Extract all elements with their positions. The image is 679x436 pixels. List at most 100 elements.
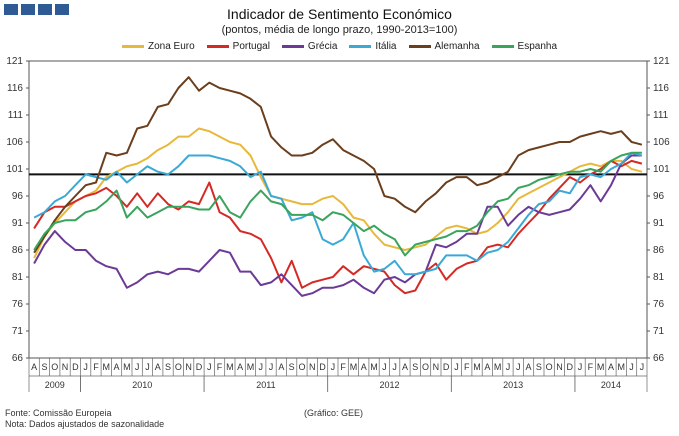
month-label: J	[629, 362, 634, 372]
month-label: S	[165, 362, 171, 372]
month-label: O	[298, 362, 305, 372]
logo-square	[38, 4, 52, 15]
series-line	[33, 159, 643, 295]
year-label: 2011	[256, 380, 275, 390]
y-tick-label-left: 121	[6, 56, 23, 67]
month-label: A	[608, 362, 614, 372]
legend-swatch	[121, 45, 144, 48]
legend-swatch	[408, 45, 431, 48]
logo-square	[55, 4, 69, 15]
month-label: F	[93, 362, 99, 372]
y-tick-label-right: 91	[653, 218, 665, 229]
legend-label: Grécia	[307, 41, 338, 52]
month-label: J	[392, 362, 397, 372]
month-label: A	[31, 362, 37, 372]
plot-frame	[28, 60, 648, 359]
y-tick-label-right: 86	[653, 245, 665, 256]
month-label: S	[412, 362, 418, 372]
legend-entry: Portugal	[206, 41, 270, 52]
y-tick-label-right: 106	[653, 137, 670, 148]
month-label: O	[175, 362, 182, 372]
month-label: N	[309, 362, 316, 372]
legend: Zona Euro Portugal Grécia Itália Alemanha Esp…	[0, 41, 679, 52]
y-tick-label-left: 66	[12, 353, 24, 364]
month-label: J	[145, 362, 150, 372]
chart-subtitle: (pontos, média de longo prazo, 1990-2013…	[221, 24, 458, 36]
month-label: D	[72, 362, 79, 372]
month-label: N	[62, 362, 69, 372]
y-tick-label-right: 81	[653, 272, 665, 283]
month-label: A	[237, 362, 243, 372]
legend-swatch	[281, 45, 304, 48]
month-label: M	[350, 362, 358, 372]
month-label: J	[83, 362, 88, 372]
y-tick-label-left: 101	[6, 164, 23, 175]
y-tick-label-right: 96	[653, 191, 665, 202]
month-label: D	[319, 362, 326, 372]
month-label: J	[331, 362, 336, 372]
y-tick-label-right: 71	[653, 326, 665, 337]
logo-square	[21, 4, 35, 15]
month-label: M	[370, 362, 378, 372]
month-label: O	[422, 362, 429, 372]
legend-label: Itália	[375, 41, 397, 52]
y-tick-label-left: 91	[12, 218, 24, 229]
month-label: D	[567, 362, 574, 372]
month-label: M	[473, 362, 481, 372]
year-label: 2014	[601, 380, 621, 390]
month-label: O	[546, 362, 553, 372]
logo-square	[4, 4, 18, 15]
y-tick-label-right: 101	[653, 164, 670, 175]
legend-entry: Zona Euro	[121, 41, 195, 52]
month-label: M	[103, 362, 111, 372]
month-label: J	[135, 362, 140, 372]
month-label: S	[41, 362, 47, 372]
month-label: A	[402, 362, 408, 372]
y-tick-label-left: 116	[7, 83, 23, 94]
y-tick-label-right: 76	[653, 299, 665, 310]
month-label: M	[618, 362, 626, 372]
month-label: M	[494, 362, 502, 372]
y-tick-label-left: 81	[12, 272, 24, 283]
month-label: F	[464, 362, 470, 372]
y-tick-label-right: 111	[653, 110, 669, 121]
month-label: J	[506, 362, 511, 372]
y-tick-label-left: 76	[12, 299, 24, 310]
month-label: A	[484, 362, 490, 372]
month-label: A	[526, 362, 532, 372]
chart-credit: (Gráfico: GEE)	[304, 408, 364, 418]
year-label: 2012	[379, 380, 399, 390]
month-label: N	[185, 362, 192, 372]
year-label: 2010	[132, 380, 152, 390]
month-label: O	[51, 362, 58, 372]
month-label: J	[578, 362, 583, 372]
month-label: J	[259, 362, 264, 372]
year-label: 2013	[503, 380, 523, 390]
legend-entry: Grécia	[281, 41, 338, 52]
series-line	[33, 151, 643, 276]
seasonal-note: Nota: Dados ajustados de sazonalidade	[5, 419, 165, 429]
legend-label: Zona Euro	[147, 41, 195, 52]
month-label: F	[588, 362, 594, 372]
month-label: N	[556, 362, 563, 372]
legend-entry: Alemanha	[408, 41, 480, 52]
y-tick-label-left: 106	[6, 137, 23, 148]
month-label: S	[536, 362, 542, 372]
month-label: J	[207, 362, 212, 372]
month-label: M	[123, 362, 131, 372]
source-note: Fonte: Comissão Europeia	[5, 408, 112, 418]
month-label: J	[454, 362, 459, 372]
y-tick-label-left: 71	[12, 326, 24, 337]
y-tick-label-left: 96	[12, 191, 24, 202]
legend-entry: Itália	[349, 41, 397, 52]
legend-label: Portugal	[232, 41, 270, 52]
series-line	[33, 127, 643, 259]
month-label: J	[516, 362, 521, 372]
y-tick-label-right: 121	[653, 56, 670, 67]
y-tick-label-right: 66	[653, 353, 665, 364]
month-label: A	[361, 362, 367, 372]
y-tick-label-left: 111	[8, 110, 24, 121]
month-label: F	[217, 362, 223, 372]
legend-swatch	[491, 45, 514, 48]
